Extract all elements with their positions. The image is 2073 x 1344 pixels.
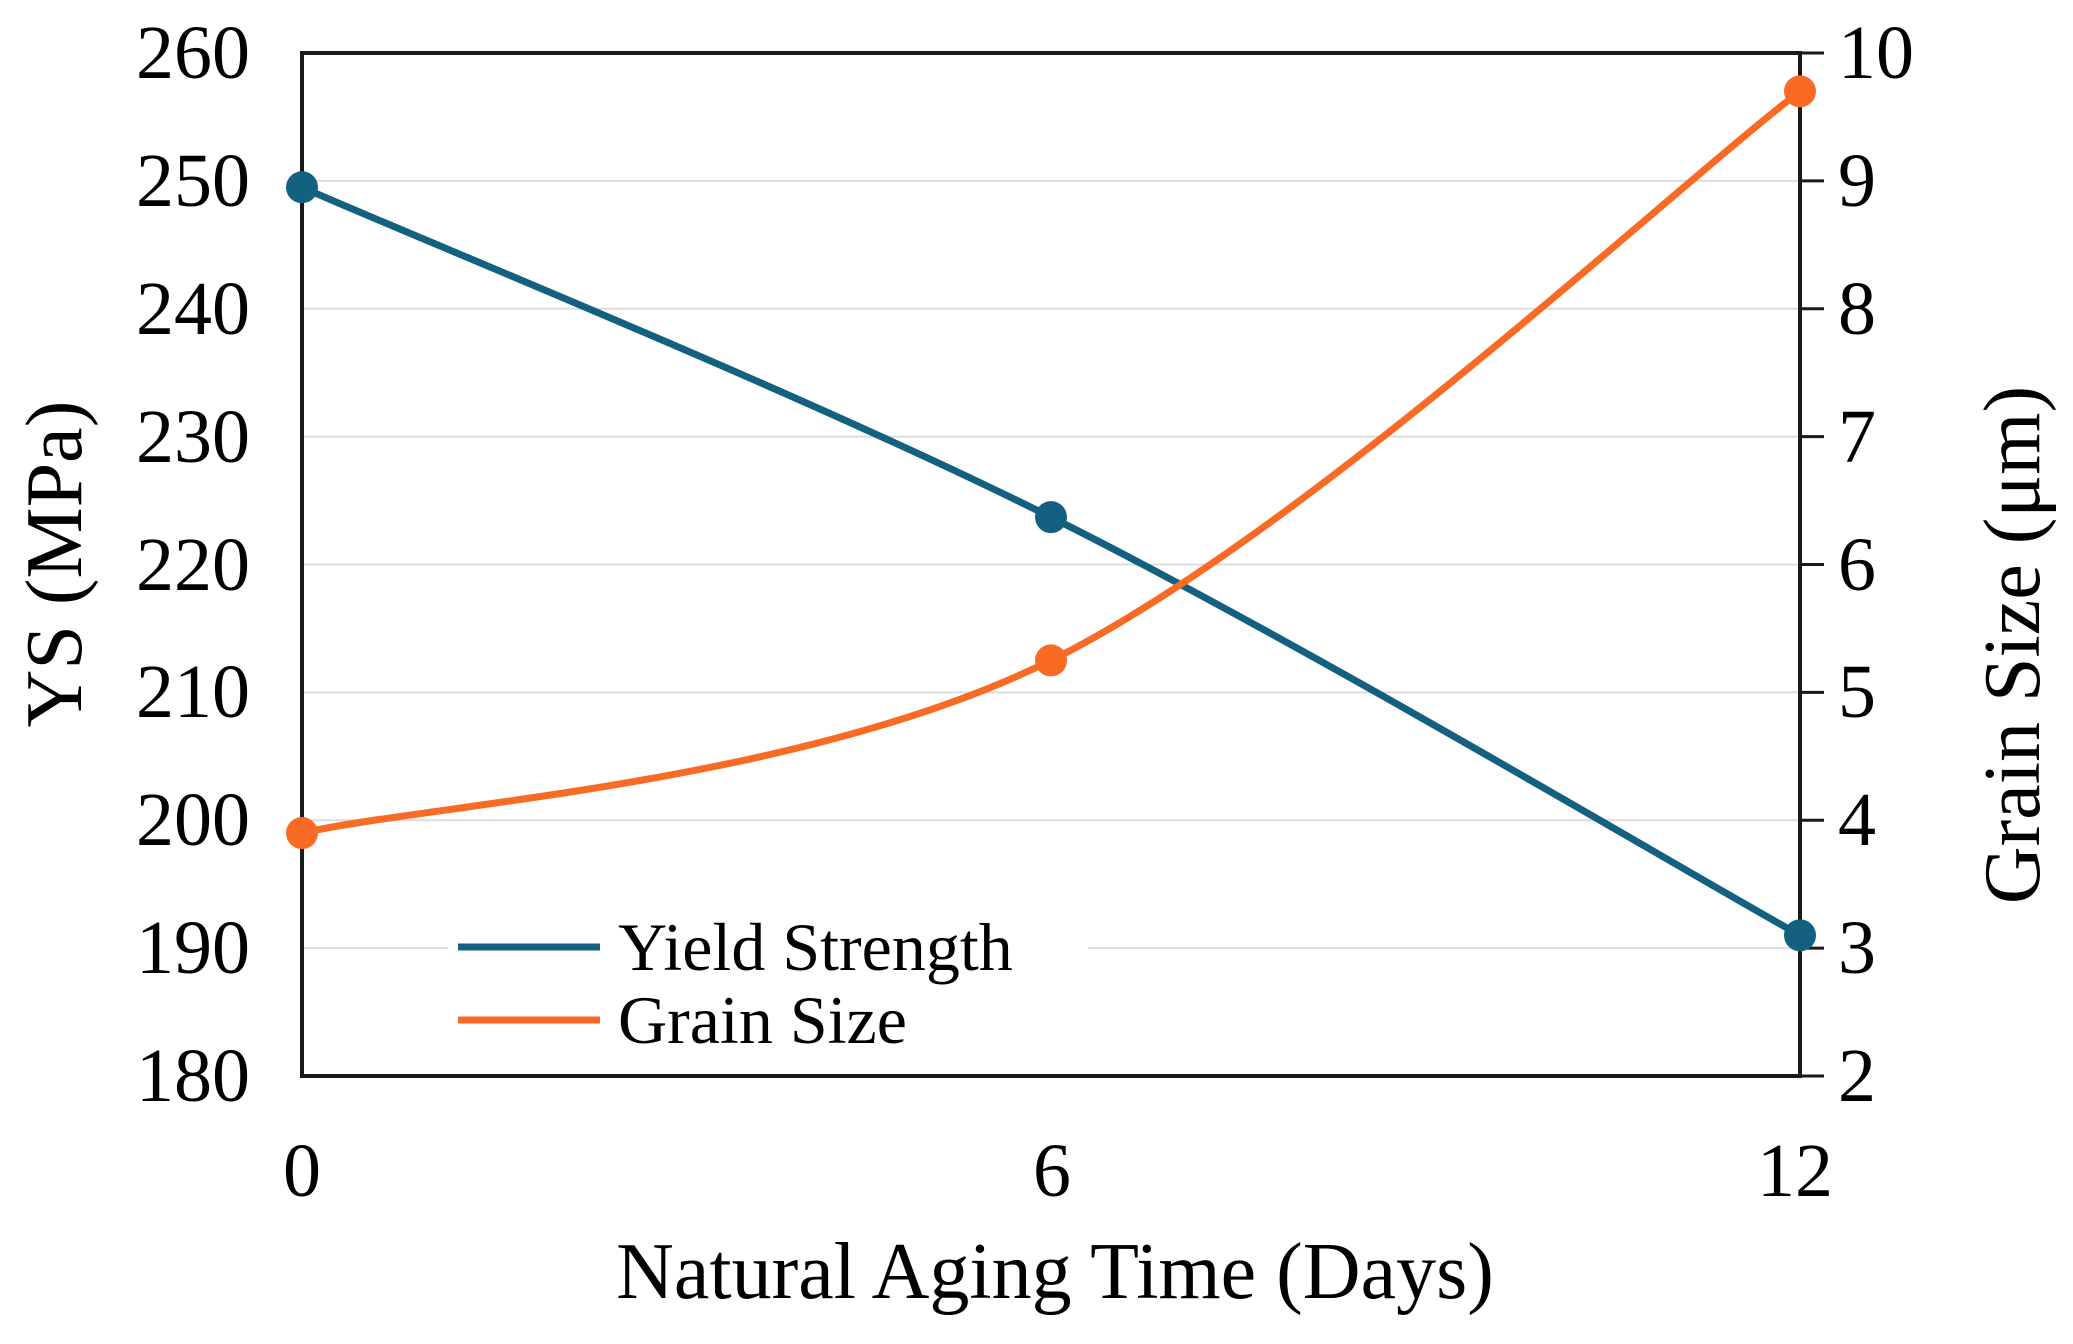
left-axis-tick-label: 220 [136, 522, 250, 607]
right-axis-tick-label: 7 [1838, 394, 1876, 479]
left-axis-tick-label: 190 [136, 906, 250, 991]
data-point-grain-size [286, 817, 318, 850]
x-axis-tick-label: 6 [1033, 1129, 1071, 1213]
right-axis-tick-label: 5 [1838, 650, 1876, 735]
right-axis-tick-label: 9 [1838, 138, 1876, 223]
x-axis-title: Natural Aging Time (Days) [616, 1228, 1494, 1316]
left-axis-tick-label: 250 [136, 138, 250, 223]
right-axis-tick-label: 10 [1838, 11, 1914, 95]
left-axis-tick-label: 210 [136, 650, 250, 735]
right-axis-tick-label: 2 [1838, 1034, 1876, 1118]
data-point-yield-strength [286, 171, 318, 204]
data-point-yield-strength [1035, 501, 1067, 534]
series-line-yield-strength [298, 183, 1804, 939]
left-axis-tick-label: 240 [136, 266, 250, 351]
right-axis-tick-label: 8 [1838, 266, 1876, 351]
data-point-grain-size [1035, 644, 1067, 677]
series-line-grain-size [298, 87, 1804, 837]
x-axis-tick-label: 0 [283, 1129, 321, 1213]
left-axis-tick-label: 180 [136, 1034, 250, 1118]
left-axis-tick-label: 230 [136, 394, 250, 479]
x-axis-tick-label: 12 [1757, 1129, 1833, 1213]
data-point-yield-strength [1784, 919, 1816, 952]
right-axis-tick-label: 3 [1838, 906, 1876, 991]
right-axis-tick-label: 6 [1838, 522, 1876, 607]
legend-label-yield-strength: Yield Strength [618, 909, 1013, 985]
data-point-grain-size [1784, 75, 1816, 108]
legend-label-grain-size: Grain Size [618, 982, 907, 1058]
right-axis-tick-label: 4 [1838, 778, 1876, 863]
left-axis-tick-label: 260 [136, 11, 250, 95]
legend-background [448, 890, 1088, 1065]
left-axis-tick-label: 200 [136, 778, 250, 863]
